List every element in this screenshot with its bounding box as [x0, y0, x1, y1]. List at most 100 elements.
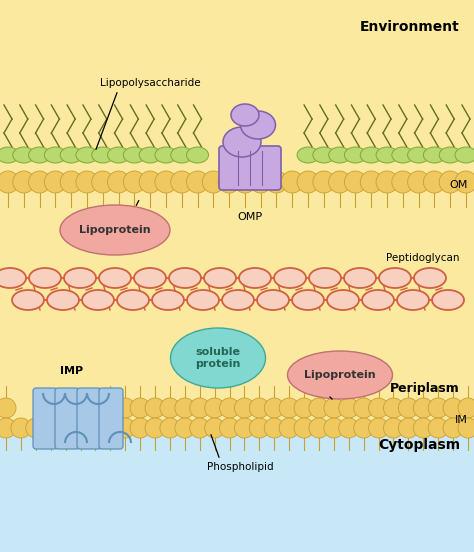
Ellipse shape: [171, 147, 193, 163]
Circle shape: [428, 398, 448, 418]
FancyBboxPatch shape: [77, 388, 101, 449]
Ellipse shape: [139, 147, 161, 163]
Ellipse shape: [239, 268, 271, 288]
Circle shape: [279, 398, 299, 418]
Circle shape: [205, 418, 225, 438]
FancyBboxPatch shape: [33, 388, 57, 449]
Ellipse shape: [47, 290, 79, 310]
Ellipse shape: [13, 147, 35, 163]
Ellipse shape: [345, 147, 366, 163]
Circle shape: [360, 171, 382, 193]
Text: Cytoplasm: Cytoplasm: [378, 438, 460, 452]
Circle shape: [324, 418, 344, 438]
Circle shape: [205, 398, 225, 418]
Ellipse shape: [123, 147, 146, 163]
Circle shape: [297, 171, 319, 193]
Ellipse shape: [432, 290, 464, 310]
Circle shape: [219, 398, 239, 418]
Circle shape: [190, 398, 210, 418]
Ellipse shape: [392, 147, 414, 163]
Circle shape: [28, 171, 51, 193]
Circle shape: [354, 398, 374, 418]
Circle shape: [92, 171, 114, 193]
Circle shape: [202, 171, 224, 193]
Circle shape: [439, 171, 461, 193]
Circle shape: [115, 398, 135, 418]
Circle shape: [398, 418, 419, 438]
Circle shape: [345, 171, 366, 193]
Ellipse shape: [222, 290, 254, 310]
Circle shape: [313, 171, 335, 193]
Circle shape: [383, 398, 403, 418]
Ellipse shape: [134, 268, 166, 288]
Ellipse shape: [288, 351, 392, 399]
Circle shape: [45, 171, 66, 193]
Text: OMP: OMP: [237, 212, 263, 222]
Circle shape: [264, 418, 284, 438]
Ellipse shape: [45, 147, 66, 163]
Ellipse shape: [223, 127, 261, 157]
Circle shape: [249, 418, 269, 438]
Circle shape: [281, 171, 303, 193]
Circle shape: [383, 418, 403, 438]
Circle shape: [175, 398, 195, 418]
Text: Lipopolysaccharide: Lipopolysaccharide: [100, 78, 201, 88]
Circle shape: [339, 398, 359, 418]
Ellipse shape: [204, 268, 236, 288]
Circle shape: [76, 171, 98, 193]
Ellipse shape: [344, 268, 376, 288]
Circle shape: [71, 418, 91, 438]
Circle shape: [279, 418, 299, 438]
Circle shape: [160, 398, 180, 418]
Circle shape: [100, 398, 120, 418]
Circle shape: [235, 418, 255, 438]
Circle shape: [324, 398, 344, 418]
Ellipse shape: [257, 290, 289, 310]
Ellipse shape: [328, 147, 351, 163]
Ellipse shape: [423, 147, 446, 163]
Circle shape: [13, 171, 35, 193]
Ellipse shape: [76, 147, 98, 163]
Circle shape: [413, 418, 433, 438]
Circle shape: [339, 418, 359, 438]
Text: Lipoprotein: Lipoprotein: [304, 370, 376, 380]
FancyBboxPatch shape: [55, 388, 79, 449]
Circle shape: [455, 171, 474, 193]
Ellipse shape: [99, 268, 131, 288]
Circle shape: [0, 418, 16, 438]
FancyBboxPatch shape: [219, 146, 281, 190]
Circle shape: [190, 418, 210, 438]
Ellipse shape: [117, 290, 149, 310]
Ellipse shape: [309, 268, 341, 288]
Ellipse shape: [82, 290, 114, 310]
Circle shape: [218, 171, 240, 193]
Circle shape: [235, 398, 255, 418]
Circle shape: [376, 171, 398, 193]
Text: Phospholipid: Phospholipid: [207, 462, 273, 472]
Ellipse shape: [362, 290, 394, 310]
Ellipse shape: [187, 290, 219, 310]
Circle shape: [249, 398, 269, 418]
Circle shape: [294, 398, 314, 418]
Ellipse shape: [313, 147, 335, 163]
Circle shape: [0, 171, 19, 193]
Text: IM: IM: [455, 415, 468, 425]
Ellipse shape: [327, 290, 359, 310]
Ellipse shape: [274, 268, 306, 288]
Ellipse shape: [439, 147, 461, 163]
Ellipse shape: [28, 147, 51, 163]
Ellipse shape: [376, 147, 398, 163]
Ellipse shape: [155, 147, 177, 163]
Text: OM: OM: [450, 180, 468, 190]
Ellipse shape: [240, 111, 275, 139]
Ellipse shape: [0, 147, 19, 163]
Circle shape: [130, 398, 150, 418]
Ellipse shape: [379, 268, 411, 288]
Circle shape: [294, 418, 314, 438]
Text: Periplasm: Periplasm: [390, 382, 460, 395]
Ellipse shape: [169, 268, 201, 288]
Ellipse shape: [231, 104, 259, 126]
Ellipse shape: [12, 290, 44, 310]
Circle shape: [264, 398, 284, 418]
Ellipse shape: [0, 268, 26, 288]
